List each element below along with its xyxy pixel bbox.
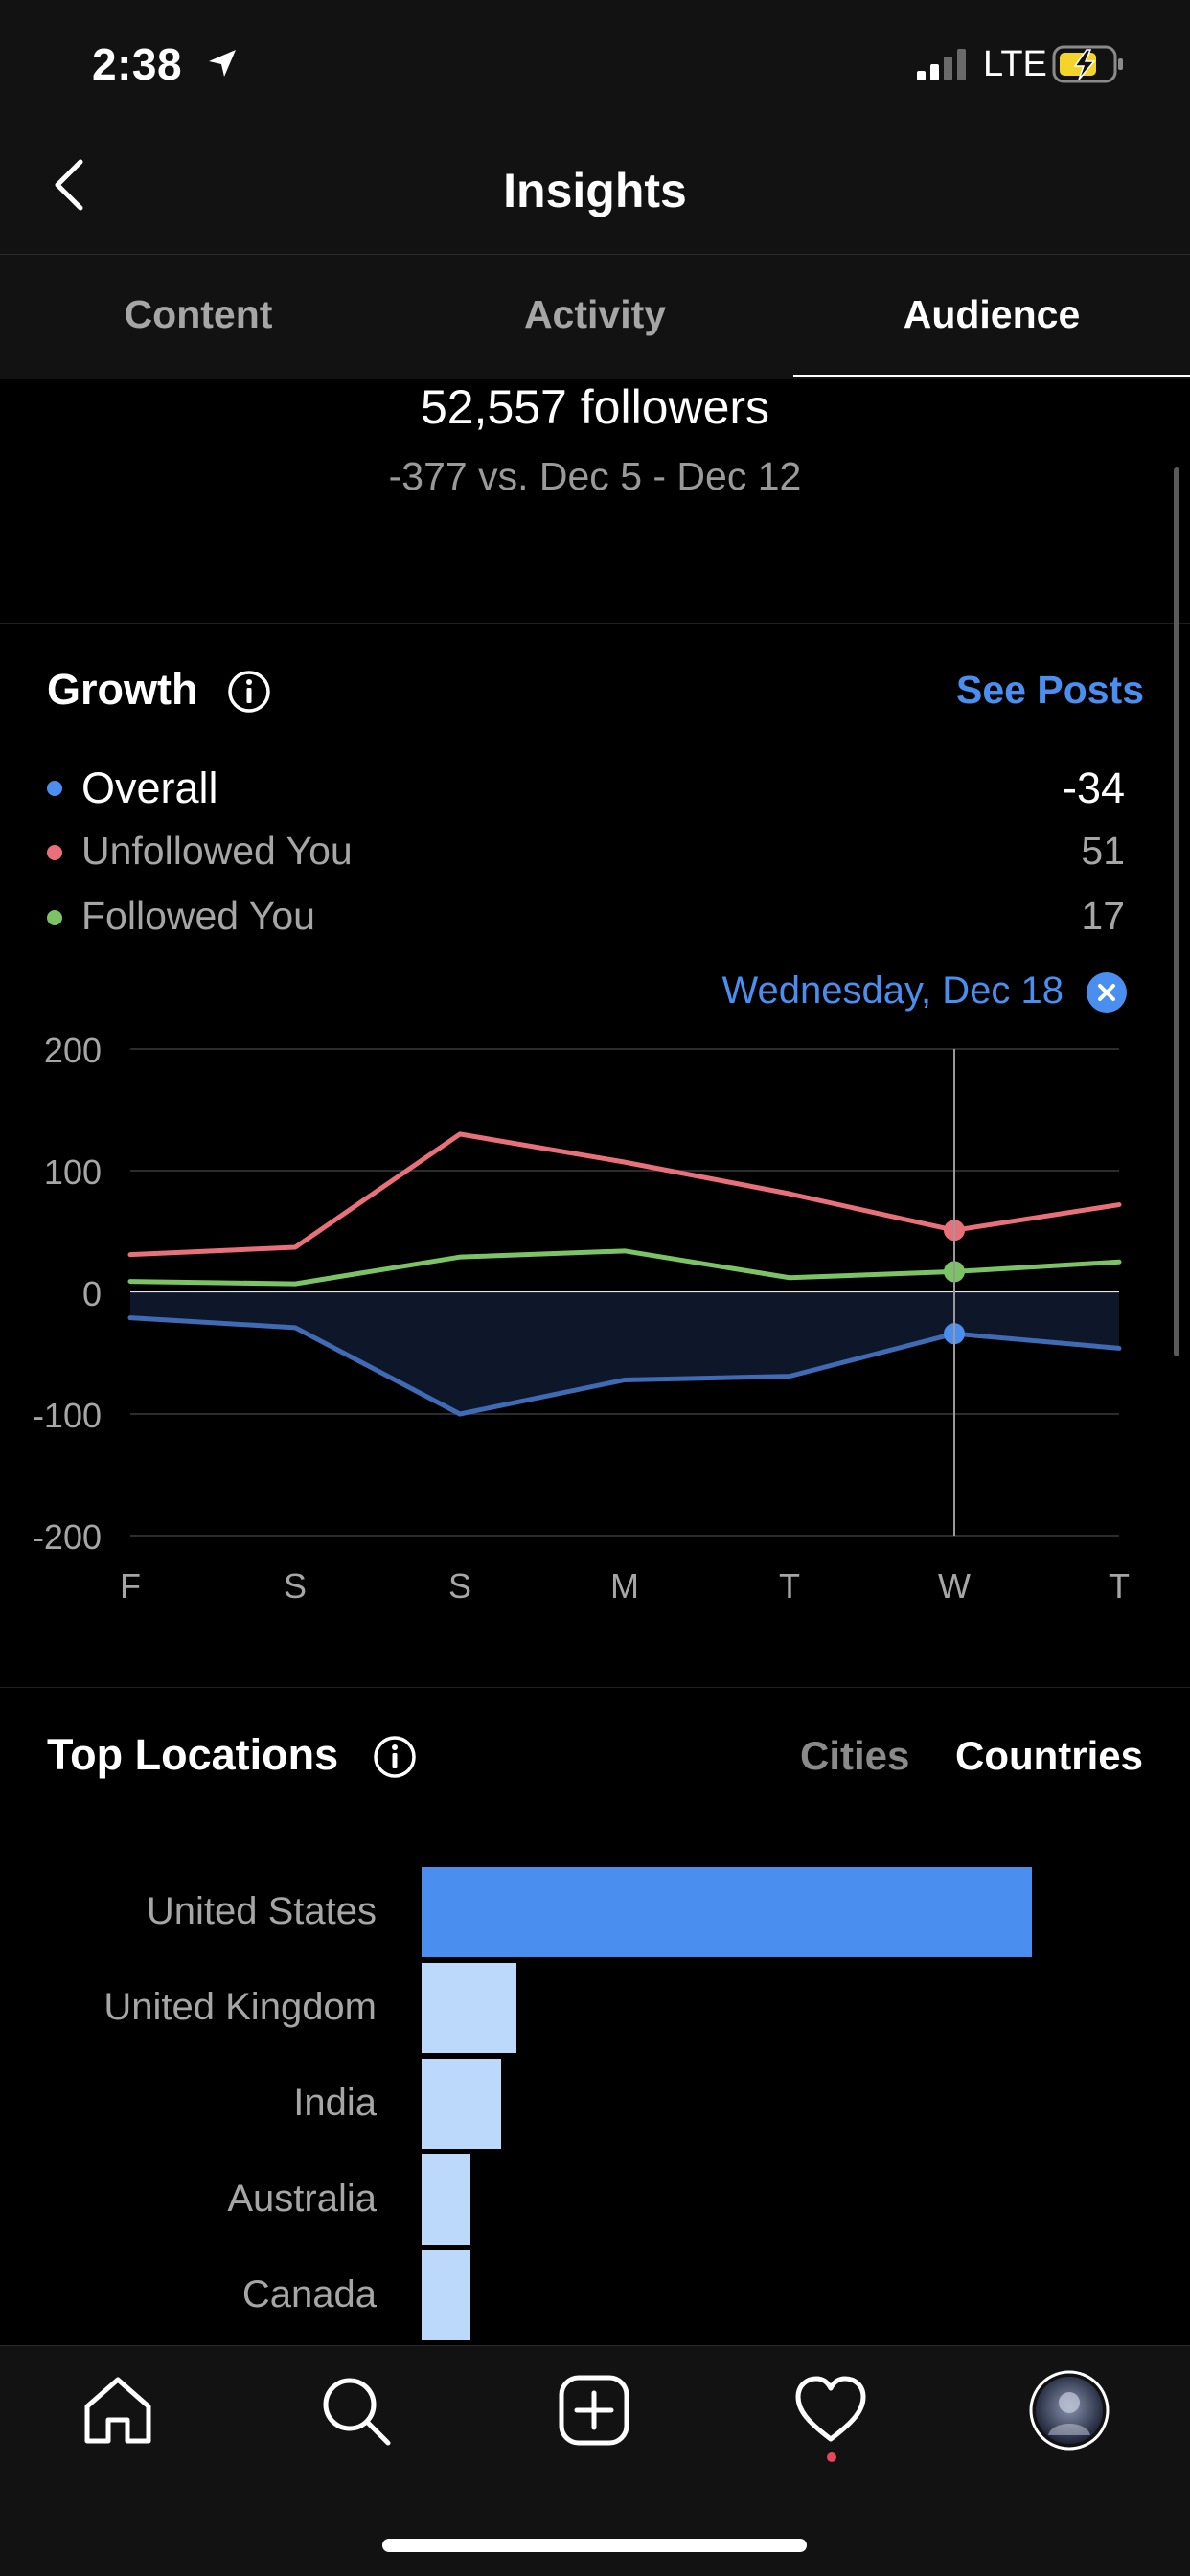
- home-icon[interactable]: [80, 2372, 156, 2449]
- x-tick-label: W: [938, 1566, 971, 1606]
- notification-dot: [827, 2452, 836, 2462]
- x-tick-label: F: [120, 1566, 141, 1606]
- battery-charging-icon: [1052, 45, 1123, 83]
- home-indicator: [382, 2539, 807, 2552]
- active-tab-indicator: [793, 375, 1190, 377]
- status-time: 2:38: [92, 39, 183, 89]
- network-type: LTE: [983, 44, 1047, 84]
- growth-info-icon[interactable]: [227, 670, 271, 714]
- country-bar[interactable]: [422, 2059, 501, 2149]
- signal-strength-icon: [917, 49, 966, 80]
- country-bar[interactable]: [422, 2154, 470, 2245]
- legend-dot-unfollowed: [47, 845, 62, 860]
- back-chevron-icon[interactable]: [48, 156, 90, 214]
- tab-bar: [0, 254, 1190, 379]
- bottom-nav: [0, 2345, 1190, 2576]
- top-locations-info-icon[interactable]: [373, 1735, 417, 1779]
- country-bar[interactable]: [422, 2250, 470, 2340]
- top-locations-title: Top Locations: [47, 1730, 339, 1779]
- legend-unfollowed-label: Unfollowed You: [81, 829, 353, 873]
- legend-dot-overall: [47, 781, 62, 796]
- x-tick-label: S: [284, 1566, 307, 1606]
- search-icon[interactable]: [317, 2372, 394, 2449]
- section-divider: [0, 1687, 1190, 1688]
- series-line-unfollowed-you: [127, 1131, 1122, 1258]
- y-tick-label: 200: [44, 1031, 102, 1070]
- selected-date-label: Wednesday, Dec 18: [721, 969, 1064, 1012]
- toggle-cities[interactable]: Cities: [800, 1733, 910, 1778]
- legend-followed-label: Followed You: [81, 894, 315, 938]
- add-post-icon[interactable]: [556, 2372, 632, 2449]
- tab-content[interactable]: Content: [124, 292, 273, 336]
- y-tick-label: -200: [33, 1517, 102, 1557]
- x-tick-label: T: [779, 1566, 800, 1606]
- tab-audience[interactable]: Audience: [903, 292, 1081, 336]
- y-tick-label: 0: [82, 1274, 102, 1313]
- header-bar: [0, 134, 1190, 254]
- profile-avatar[interactable]: [1029, 2370, 1110, 2451]
- y-tick-label: 100: [44, 1152, 102, 1192]
- legend-overall-value: -34: [1062, 764, 1125, 812]
- location-arrow-icon: [209, 50, 236, 77]
- country-label: Australia: [227, 2177, 377, 2220]
- legend-unfollowed-value: 51: [1081, 829, 1125, 873]
- legend-dot-followed: [47, 910, 62, 925]
- toggle-countries[interactable]: Countries: [954, 1733, 1143, 1778]
- x-tick-label: T: [1109, 1566, 1130, 1606]
- legend-overall-label: Overall: [81, 764, 218, 812]
- tab-activity[interactable]: Activity: [523, 292, 667, 336]
- country-label: United States: [146, 1890, 377, 1932]
- series-line-followed-you: [127, 1248, 1122, 1287]
- status-bar: [0, 0, 1190, 134]
- country-label: India: [293, 2082, 377, 2124]
- followers-count: 52,557 followers: [420, 380, 770, 434]
- overall-area: [130, 1292, 1119, 1414]
- y-tick-label: -100: [33, 1396, 102, 1435]
- country-label: United Kingdom: [103, 1986, 377, 2028]
- country-bar[interactable]: [422, 1867, 1032, 1957]
- clear-selection-icon[interactable]: [1086, 971, 1128, 1014]
- growth-line-chart[interactable]: 200 100 0 -100 -200 F S S M T W T: [0, 1015, 1190, 1629]
- section-divider: [0, 623, 1190, 624]
- legend-followed-value: 17: [1081, 894, 1125, 938]
- x-tick-label: M: [610, 1566, 639, 1606]
- scrollbar[interactable]: [1174, 467, 1179, 1356]
- activity-heart-icon[interactable]: [792, 2372, 869, 2449]
- country-label: Canada: [241, 2273, 377, 2315]
- page-title: Insights: [503, 164, 687, 217]
- followers-delta: -377 vs. Dec 5 - Dec 12: [388, 454, 802, 498]
- country-bar[interactable]: [422, 1963, 516, 2053]
- x-tick-label: S: [448, 1566, 471, 1606]
- growth-title: Growth: [47, 665, 198, 714]
- see-posts-link[interactable]: See Posts: [956, 668, 1144, 712]
